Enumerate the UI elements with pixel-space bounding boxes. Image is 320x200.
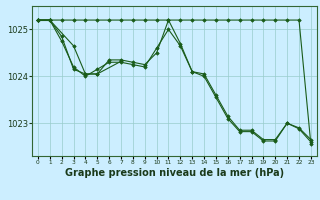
X-axis label: Graphe pression niveau de la mer (hPa): Graphe pression niveau de la mer (hPa) bbox=[65, 168, 284, 178]
